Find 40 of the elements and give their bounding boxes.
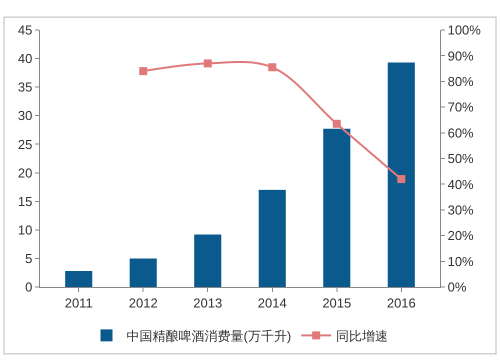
x-tick-label: 2011 [64,296,93,311]
y2-tick-label: 90% [448,48,474,64]
y2-tick-label: 70% [448,100,474,115]
y-tick-label: 10 [18,222,32,238]
point [204,59,212,68]
point [332,120,341,128]
y-tick-label: 15 [18,194,32,209]
y2-tick-label: 80% [448,74,474,89]
y2-tick-label: 100% [448,22,482,38]
y-tick-label: 0 [25,280,32,295]
y2-tick-label: 30% [448,202,474,218]
bar [323,128,350,287]
y-tick-label: 20 [18,165,32,180]
bar [65,271,92,287]
y-tick-label: 5 [25,250,32,266]
y-tick-label: 40 [18,51,32,66]
y2-tick-label: 20% [448,228,474,244]
y-tick-label: 45 [18,22,32,38]
x-tick-label: 2014 [258,296,287,311]
y-tick-label: 30 [18,108,32,124]
legend-label: 同比增速 [336,328,388,344]
point [268,63,276,72]
y-tick-label: 25 [18,136,32,152]
y2-tick-label: 40% [448,176,474,192]
bar [388,62,415,287]
y2-tick-label: 10% [448,254,474,269]
x-tick-label: 2016 [386,296,416,311]
bar [130,258,157,287]
x-tick-label: 2015 [322,296,352,311]
x-tick-label: 2013 [193,296,222,311]
bar [194,234,222,287]
point [139,67,148,76]
legend-label: 中国精酿啤酒消费量(万千升) [126,328,292,344]
y2-tick-label: 50% [448,151,474,166]
y2-tick-label: 0% [448,280,467,295]
x-tick-label: 2012 [128,296,158,311]
point [397,175,406,184]
bar [258,190,286,287]
y-tick-label: 35 [18,80,32,95]
y2-tick-label: 60% [448,125,474,140]
